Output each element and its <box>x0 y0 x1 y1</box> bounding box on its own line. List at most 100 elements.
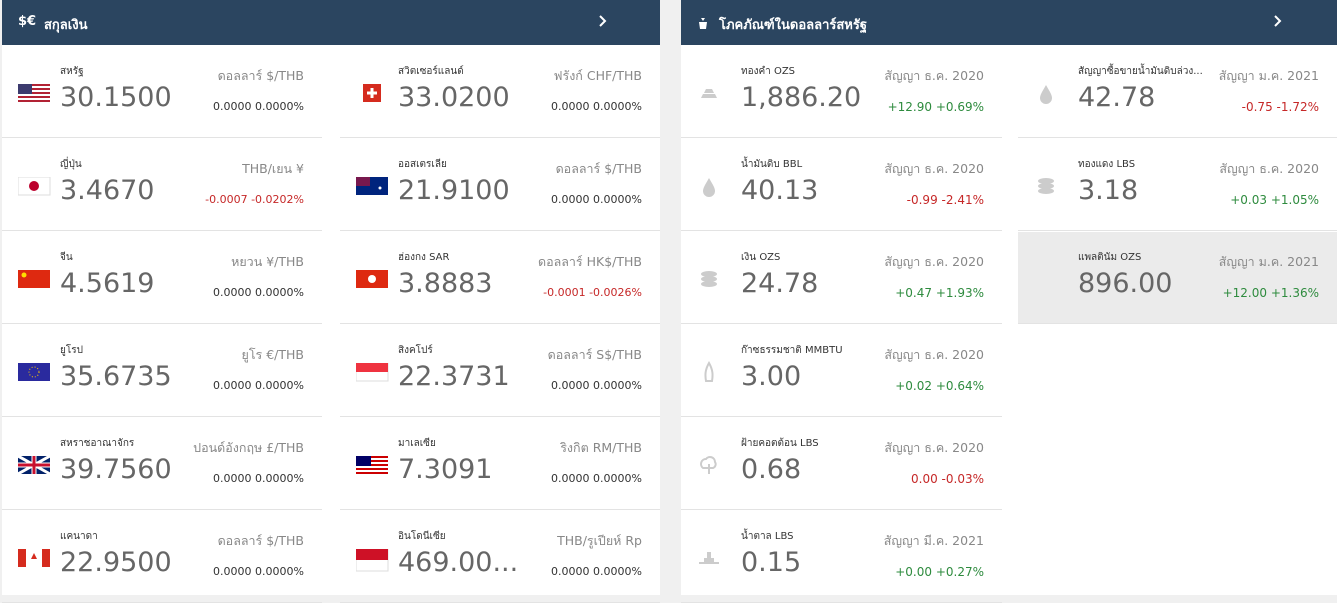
commodity-name: ทองแดง LBS <box>1078 159 1136 170</box>
change-value: 0.0000 <box>213 100 252 113</box>
change-value: 0.0000 <box>213 565 252 578</box>
change-percent: 0.0000% <box>255 286 304 299</box>
commodity-card[interactable]: น้ำมันดิบ BBL 40.13 สัญญา ธ.ค. 2020 -0.99 -… <box>681 139 1002 231</box>
flag <box>356 363 389 382</box>
change: +12.90 +0.69% <box>888 100 984 114</box>
rate: 4.5619 <box>60 268 155 299</box>
commodity-card[interactable]: ฝ้ายคอตต้อน LBS 0.68 สัญญา ธ.ค. 2020 0.00 -… <box>681 418 1002 510</box>
chevron <box>599 15 607 27</box>
currency-pair: ยูโร €/THB <box>241 347 305 362</box>
currency-pair: ปอนด์อังกฤษ £/THB <box>193 440 304 455</box>
change-percent: +0.64% <box>935 379 984 393</box>
chevron <box>1274 15 1282 27</box>
commodity-panel: โภคภัณฑ์ในดอลลาร์สหรัฐ ทองคำ OZS 1,886.20… <box>681 0 1337 603</box>
country-name: สหราชอาณาจักร <box>60 438 135 449</box>
country-name: สหรัฐ <box>60 66 84 77</box>
currency-card[interactable]: มาเลเซีย 7.3091 ริงกิต RM/THB 0.0000 0.0000… <box>340 418 660 510</box>
country-name: มาเลเซีย <box>398 438 436 449</box>
currency-card[interactable]: สหราชอาณาจักร 39.7560 ปอนด์อังกฤษ £/THB 0.0… <box>2 418 322 510</box>
currency-pair: ดอลลาร์ S$/THB <box>547 347 642 362</box>
change-value: +12.90 <box>887 100 932 114</box>
change-value: -0.99 <box>906 193 938 207</box>
commodity-card[interactable]: น้ำตาล LBS 0.15 สัญญา มี.ค. 2021 +0.00 +0.2… <box>681 511 1002 603</box>
price: 896.00 <box>1078 268 1173 299</box>
contract: สัญญา ธ.ค. 2020 <box>884 68 984 83</box>
currency-pair: ดอลลาร์ $/THB <box>555 161 642 176</box>
contract: สัญญา ธ.ค. 2020 <box>1219 161 1319 176</box>
commodity-card[interactable]: ทองแดง LBS 3.18 สัญญา ธ.ค. 2020 +0.03 +1.05… <box>1018 139 1337 231</box>
commodity-name: สัญญาซื้อขายน้ำมันดิบล่วง... <box>1078 66 1203 77</box>
country-name: ฮ่องกง SAR <box>398 252 450 263</box>
currency-card[interactable]: แคนาดา 22.9500 ดอลลาร์ $/THB 0.0000 0.0000% <box>2 511 322 603</box>
currency-pair: ดอลลาร์ $/THB <box>217 68 304 83</box>
contract: สัญญา ม.ค. 2021 <box>1218 68 1319 83</box>
currency-card[interactable]: จีน 4.5619 หยวน ¥/THB 0.0000 0.0000% <box>2 232 322 324</box>
country-name: จีน <box>60 252 73 263</box>
currency-card[interactable]: สิงคโปร์ 22.3731 ดอลลาร์ S$/THB 0.0000 0.00… <box>340 325 660 417</box>
flag <box>356 549 389 572</box>
change: 0.0000 0.0000% <box>213 472 304 485</box>
change-value: 0.0000 <box>213 472 252 485</box>
change-value: +0.02 <box>895 379 932 393</box>
change: +0.02 +0.64% <box>895 379 984 393</box>
change-percent: -2.41% <box>941 193 984 207</box>
currency-card[interactable]: ยูโรป 35.6735 ยูโร €/THB 0.0000 0.0000% <box>2 325 322 417</box>
change-percent: 0.0000% <box>593 472 642 485</box>
price: 3.00 <box>741 361 802 392</box>
country-name: ออสเตรเลีย <box>398 159 447 170</box>
commodity-icon <box>701 89 717 98</box>
commodity-icon <box>701 271 717 287</box>
rate: 22.3731 <box>398 361 510 392</box>
currency-header[interactable]: $€ สกุลเงิน <box>2 0 660 45</box>
price: 0.68 <box>741 454 802 485</box>
commodity-card[interactable]: แพลตินัม OZS 896.00 สัญญา ม.ค. 2021 +12.00 … <box>1018 232 1337 324</box>
commodity-icon <box>703 178 715 197</box>
change: 0.0000 0.0000% <box>213 286 304 299</box>
currency-card[interactable]: อินโดนีเซีย 469.00... THB/รูเปียห์ Rp 0.000… <box>340 511 660 603</box>
currency-card[interactable]: สหรัฐ 30.1500 ดอลลาร์ $/THB 0.0000 0.0000% <box>2 46 322 138</box>
price: 3.18 <box>1078 175 1139 206</box>
commodity-icon <box>704 361 714 382</box>
flag <box>356 270 388 288</box>
currency-card[interactable]: ญี่ปุ่น 3.4670 THB/เยน ¥ -0.0007 -0.0202% <box>2 139 322 231</box>
currency-icon: $€ <box>18 14 37 29</box>
change: 0.0000 0.0000% <box>213 100 304 113</box>
commodity-header[interactable]: โภคภัณฑ์ในดอลลาร์สหรัฐ <box>681 0 1337 45</box>
currency-card[interactable]: ฮ่องกง SAR 3.8883 ดอลลาร์ HK$/THB -0.0001 -… <box>340 232 660 324</box>
commodity-title: โภคภัณฑ์ในดอลลาร์สหรัฐ <box>719 18 868 33</box>
currency-card[interactable]: สวิตเซอร์แลนด์ 33.0200 ฟรังก์ CHF/THB 0.000… <box>340 46 660 138</box>
change-percent: +0.69% <box>935 100 984 114</box>
change-value: +0.03 <box>1230 193 1267 207</box>
commodity-icon <box>1034 268 1058 292</box>
price: 42.78 <box>1078 82 1156 113</box>
currency-card[interactable]: ออสเตรเลีย 21.9100 ดอลลาร์ $/THB 0.0000 0.0… <box>340 139 660 231</box>
commodity-card[interactable]: ทองคำ OZS 1,886.20 สัญญา ธ.ค. 2020 +12.90 +… <box>681 46 1002 138</box>
change: +0.47 +1.93% <box>895 286 984 300</box>
change: -0.99 -2.41% <box>907 193 984 207</box>
price: 40.13 <box>741 175 819 206</box>
change-value: -0.75 <box>1241 100 1273 114</box>
commodity-card[interactable]: ก๊าซธรรมชาติ MMBTU 3.00 สัญญา ธ.ค. 2020 +0.… <box>681 325 1002 417</box>
commodity-icon <box>1038 178 1054 194</box>
change-percent: 0.0000% <box>593 565 642 578</box>
flag <box>356 177 388 195</box>
change-percent: -1.72% <box>1276 100 1319 114</box>
change-value: -0.0007 <box>205 193 248 206</box>
country-name: อินโดนีเซีย <box>398 531 446 542</box>
commodity-icon <box>700 456 717 474</box>
currency-pair: THB/เยน ¥ <box>242 161 304 176</box>
commodity-card[interactable]: เงิน OZS 24.78 สัญญา ธ.ค. 2020 +0.47 +1.93% <box>681 232 1002 324</box>
change: +12.00 +1.36% <box>1223 286 1319 300</box>
flag <box>18 549 50 567</box>
currency-panel: $€ สกุลเงิน สหรัฐ 30.1500 ดอลลาร์ $/THB 0.0… <box>2 0 660 603</box>
commodity-icon <box>1040 85 1052 104</box>
price: 24.78 <box>741 268 819 299</box>
flag <box>363 84 381 102</box>
commodity-card[interactable]: สัญญาซื้อขายน้ำมันดิบล่วง... 42.78 สัญญา ม… <box>1018 46 1337 138</box>
change-percent: 0.0000% <box>593 379 642 392</box>
change-percent: 0.0000% <box>593 193 642 206</box>
change-value: +0.47 <box>895 286 932 300</box>
currency-pair: THB/รูเปียห์ Rp <box>557 533 642 548</box>
contract: สัญญา ธ.ค. 2020 <box>884 440 984 455</box>
contract: สัญญา ธ.ค. 2020 <box>884 161 984 176</box>
